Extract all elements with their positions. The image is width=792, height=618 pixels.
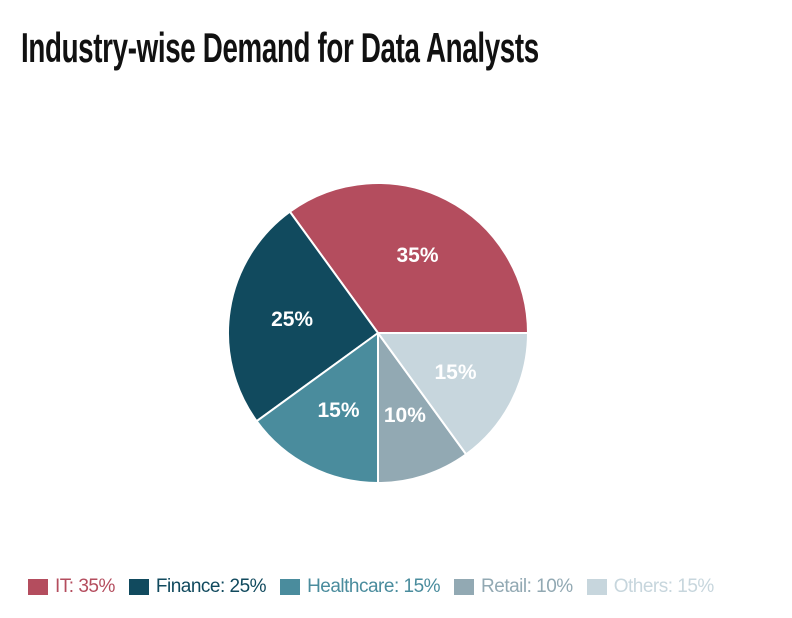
pie-slice-retail xyxy=(377,332,468,484)
pie-slice-percent-label: 25% xyxy=(271,308,313,331)
legend-item-others: Others: 15% xyxy=(586,576,715,597)
pie-slice-it xyxy=(288,182,529,334)
pie-slice-finance xyxy=(227,210,379,423)
legend-label: Healthcare: 15% xyxy=(307,576,441,597)
legend-label: IT: 35% xyxy=(55,576,115,597)
legend-item-finance: Finance: 25% xyxy=(128,576,267,597)
pie-slice-others xyxy=(377,332,529,456)
chart-title: Industry-wise Demand for Data Analysts xyxy=(21,24,539,71)
pie-slice-healthcare xyxy=(255,332,379,484)
legend-label: Others: 15% xyxy=(613,576,715,597)
legend-swatch xyxy=(280,578,301,595)
pie-slice-percent-label: 10% xyxy=(384,404,426,427)
pie-slice-percent-label: 15% xyxy=(434,361,476,384)
legend-swatch xyxy=(586,578,607,595)
legend-swatch xyxy=(454,578,475,595)
pie-slice-percent-label: 15% xyxy=(317,399,359,422)
legend-swatch xyxy=(128,578,149,595)
legend-label: Finance: 25% xyxy=(155,576,267,597)
pie-slice-percent-label: 35% xyxy=(396,244,438,267)
legend-item-it: IT: 35% xyxy=(28,577,115,596)
legend-label: Retail: 10% xyxy=(481,576,573,597)
legend-swatch xyxy=(28,578,48,595)
legend: IT: 35% Finance: 25% Healthcare: 15% Retail… xyxy=(28,577,788,596)
legend-item-healthcare: Healthcare: 15% xyxy=(280,576,441,597)
legend-item-retail: Retail: 10% xyxy=(454,577,573,596)
